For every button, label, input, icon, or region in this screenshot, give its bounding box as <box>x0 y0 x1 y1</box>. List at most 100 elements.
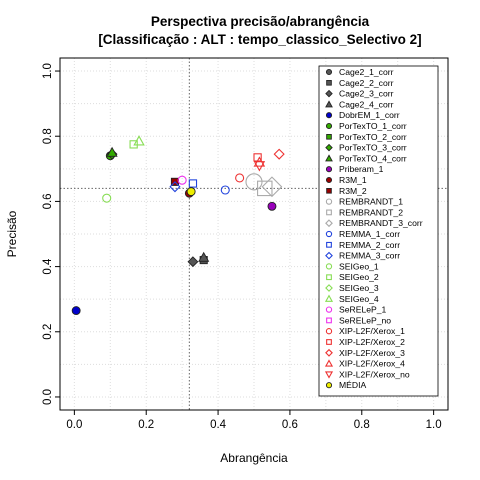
x-tick-label: 0.2 <box>138 419 154 431</box>
y-tick-label: 0.8 <box>42 128 54 144</box>
data-point <box>253 161 266 172</box>
legend-marker <box>325 198 333 205</box>
data-point <box>177 175 187 185</box>
legend-label: MÉDIA <box>339 380 366 390</box>
legend-marker <box>326 209 332 216</box>
legend-marker <box>325 89 333 98</box>
legend-label: Cage2_4_corr <box>339 99 394 109</box>
legend-marker <box>326 339 332 345</box>
legend-marker <box>325 112 333 119</box>
legend-label: REMMA_3_corr <box>339 251 400 261</box>
legend-label: REMBRANDT_1 <box>339 197 403 207</box>
data-point <box>267 201 277 211</box>
data-point <box>102 193 112 203</box>
legend-marker <box>325 143 333 152</box>
x-axis: 0.0 0.2 0.4 0.6 0.8 1.0 <box>66 409 442 431</box>
legend-marker <box>326 188 332 194</box>
legend-label: REMMA_1_corr <box>339 229 400 239</box>
legend-marker <box>325 166 333 173</box>
legend-marker <box>325 219 333 228</box>
legend-label: R3M_1 <box>339 175 367 185</box>
legend-marker <box>325 328 333 335</box>
legend-marker <box>326 80 332 86</box>
legend-marker <box>324 294 334 302</box>
x-tick-label: 1.0 <box>426 419 442 431</box>
legend-marker <box>325 348 333 357</box>
y-tick-label: 0.0 <box>42 389 54 405</box>
legend-marker <box>326 274 332 281</box>
legend-marker <box>325 68 333 76</box>
data-point <box>71 306 81 316</box>
y-tick-label: 0.6 <box>42 193 54 209</box>
legend-label: Cage2_3_corr <box>339 89 394 99</box>
chart-subtitle: [Classificação : ALT : tempo_classico_Se… <box>98 32 421 47</box>
legend-marker <box>324 359 334 367</box>
x-tick-label: 0.4 <box>210 419 227 431</box>
data-point <box>220 185 230 195</box>
legend-marker <box>325 251 333 260</box>
legend-label: XIP-L2F/Xerox_2 <box>339 337 405 347</box>
legend-marker <box>325 154 333 162</box>
legend-label: REMBRANDT_2 <box>339 207 403 217</box>
legend-label: XIP-L2F/Xerox_no <box>339 369 410 379</box>
data-point <box>188 179 198 188</box>
y-axis-label: Precisão <box>5 210 19 257</box>
legend-label: PorTexTO_1_corr <box>339 121 407 131</box>
data-point <box>257 180 273 197</box>
legend-marker <box>325 263 333 270</box>
data-point <box>187 256 199 268</box>
data-point <box>186 187 196 197</box>
y-tick-label: 0.4 <box>42 258 54 275</box>
legend-label: SeRELeP_no <box>339 315 391 325</box>
legend-marker <box>325 122 333 130</box>
legend-label: REMBRANDT_3_corr <box>339 218 423 228</box>
data-point <box>261 176 283 198</box>
legend-marker <box>325 100 333 108</box>
legend-marker <box>325 306 333 313</box>
legend: Cage2_1_corrCage2_2_corrCage2_3_corrCage… <box>318 65 439 397</box>
data-point <box>273 148 285 160</box>
legend-label: SEIGeo_1 <box>339 261 379 271</box>
legend-label: PorTexTO_2_corr <box>339 132 407 142</box>
legend-marker <box>325 284 333 292</box>
legend-label: XIP-L2F/Xerox_3 <box>339 348 405 358</box>
data-points <box>71 135 285 316</box>
chart-title: Perspectiva precisão/abrangência <box>151 14 370 29</box>
legend-label: REMMA_2_corr <box>339 240 400 250</box>
y-axis: 0.0 0.2 0.4 0.6 0.8 1.0 <box>42 63 61 405</box>
x-tick-label: 0.6 <box>282 419 298 431</box>
legend-label: DobrEM_1_corr <box>339 110 400 120</box>
data-point <box>106 146 118 157</box>
legend-label: SEIGeo_2 <box>339 272 379 282</box>
y-tick-label: 1.0 <box>42 63 54 79</box>
legend-marker <box>324 371 334 379</box>
x-tick-label: 0.8 <box>354 419 370 431</box>
legend-label: PorTexTO_3_corr <box>339 143 407 153</box>
legend-marker <box>326 317 332 324</box>
legend-label: Priberam_1 <box>339 164 384 174</box>
legend-label: SEIGeo_4 <box>339 294 379 304</box>
legend-label: XIP-L2F/Xerox_4 <box>339 359 405 369</box>
x-tick-label: 0.0 <box>66 419 82 431</box>
legend-label: Cage2_1_corr <box>339 67 394 77</box>
legend-marker <box>325 230 333 238</box>
legend-label: R3M_2 <box>339 186 367 196</box>
legend-marker <box>325 176 333 184</box>
legend-marker <box>325 382 333 389</box>
data-point <box>133 135 145 146</box>
legend-box <box>318 65 439 397</box>
legend-label: SEIGeo_3 <box>339 283 379 293</box>
data-point <box>235 173 245 183</box>
data-point <box>129 140 138 149</box>
data-point <box>169 181 181 193</box>
legend-label: XIP-L2F/Xerox_1 <box>339 326 405 336</box>
legend-marker <box>326 134 332 140</box>
data-point <box>198 251 210 262</box>
legend-label: SeRELeP_1 <box>339 305 387 315</box>
data-point <box>245 173 263 191</box>
y-tick-label: 0.2 <box>42 324 54 340</box>
legend-marker <box>326 241 332 248</box>
x-axis-label: Abrangência <box>220 451 288 465</box>
legend-label: PorTexTO_4_corr <box>339 153 407 163</box>
